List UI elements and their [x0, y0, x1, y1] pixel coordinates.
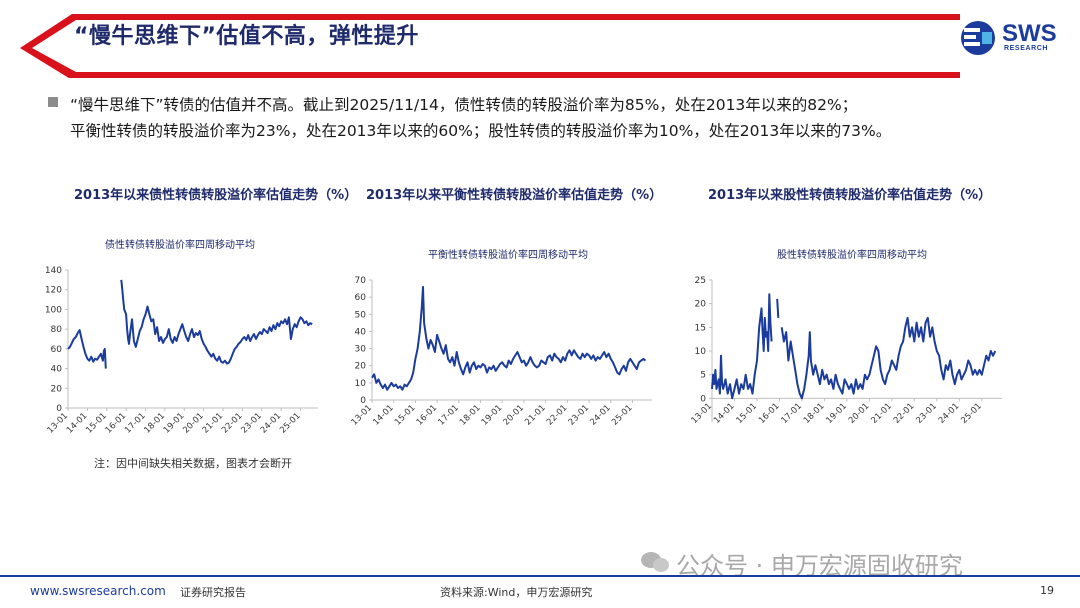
- x-tick-label: 15-01: [84, 411, 109, 436]
- y-tick-label: 0: [56, 404, 62, 414]
- header-white-band: [76, 20, 960, 72]
- y-tick-label: 20: [695, 300, 707, 310]
- x-tick-label: 20-01: [847, 401, 872, 426]
- bullet-square-icon: [48, 97, 58, 107]
- y-tick-label: 40: [51, 365, 63, 375]
- x-tick-label: 23-01: [914, 401, 939, 426]
- x-tick-label: 22-01: [220, 411, 245, 436]
- y-tick-label: 60: [51, 345, 63, 355]
- y-tick-label: 5: [700, 371, 706, 381]
- chart-equity-like: 股性转债转股溢价率四周移动平均 0 5 10 15 20 25 13-0114-0115-01…: [690, 248, 1002, 426]
- y-tick-label: 80: [51, 325, 63, 335]
- x-tick-label: 23-01: [239, 411, 264, 436]
- chart-balanced: 平衡性转债转股溢价率四周移动平均 0 10 20 30 40 50 60 70 13-0114-0…: [350, 248, 652, 428]
- chart-note: 注：因中间缺失相关数据，图表才会断开: [94, 457, 292, 470]
- x-tick-label: 14-01: [65, 411, 90, 436]
- x-tick-label: 13-01: [690, 401, 715, 426]
- x-tick-label: 24-01: [259, 411, 284, 436]
- x-tick-label: 16-01: [104, 411, 129, 436]
- y-tick-label: 20: [51, 384, 63, 394]
- footer-divider: [0, 575, 1080, 577]
- y-tick-label: 120: [45, 286, 62, 296]
- x-tick-label: 14-01: [712, 401, 737, 426]
- x-tick-label: 22-01: [892, 401, 917, 426]
- x-tick-label: 20-01: [502, 403, 527, 428]
- x-tick-label: 21-01: [523, 403, 548, 428]
- y-tick-label: 30: [355, 345, 367, 355]
- x-tick-label: 25-01: [959, 401, 984, 426]
- y-tick-label: 10: [355, 379, 367, 389]
- logo-mark-icon: [961, 21, 995, 55]
- y-tick-label: 0: [700, 394, 706, 404]
- footer-report-type: 证券研究报告: [180, 586, 246, 599]
- x-tick-label: 19-01: [824, 401, 849, 426]
- series-line: [711, 293, 773, 400]
- x-tick-label: 17-01: [436, 403, 461, 428]
- bullet-line-2: 平衡性转债的转股溢价率为23%，处在2013年以来的60%；股性转债的转股溢价率…: [70, 122, 892, 140]
- logo-subtext: RESEARCH: [1004, 45, 1049, 52]
- x-tick-label: 18-01: [802, 401, 827, 426]
- x-tick-label: 25-01: [278, 411, 303, 436]
- x-tick-label: 19-01: [480, 403, 505, 428]
- company-logo: SWS RESEARCH: [958, 18, 1068, 58]
- y-tick-label: 140: [45, 266, 62, 276]
- chart-title-1: 2013年以来债性转债转股溢价率估值走势（%）: [74, 188, 358, 203]
- footer-website-link[interactable]: www.swsresearch.com: [30, 584, 166, 598]
- chart-inner-title: 债性转债转股溢价率四周移动平均: [105, 238, 255, 251]
- chart-bond-like: 债性转债转股溢价率四周移动平均 0 20 40 60 80 100 120 140 13-0114…: [45, 238, 318, 436]
- x-tick-label: 21-01: [201, 411, 226, 436]
- series-line: [120, 279, 313, 365]
- footer-source: 资料来源:Wind，申万宏源研究: [440, 586, 593, 599]
- chart-inner-title: 平衡性转债转股溢价率四周移动平均: [428, 248, 588, 261]
- chart-inner-title: 股性转债转股溢价率四周移动平均: [777, 248, 927, 261]
- y-tick-label: 20: [355, 362, 367, 372]
- y-tick-label: 10: [695, 347, 707, 357]
- bullet-line-1: “慢牛思维下”转债的估值并不高。截止到2025/11/14，债性转债的转股溢价率…: [70, 96, 858, 114]
- page-number: 19: [1040, 584, 1054, 597]
- series-line: [371, 285, 647, 391]
- x-tick-label: 13-01: [350, 403, 375, 428]
- x-tick-label: 16-01: [757, 401, 782, 426]
- y-tick-label: 60: [355, 293, 367, 303]
- x-tick-label: 24-01: [937, 401, 962, 426]
- chart-title-2: 2013年以来平衡性转债转股溢价率估值走势（%）: [366, 188, 663, 203]
- x-tick-label: 13-01: [46, 411, 71, 436]
- y-tick-label: 25: [695, 276, 706, 286]
- series-line: [780, 316, 997, 400]
- x-tick-label: 16-01: [415, 403, 440, 428]
- x-tick-label: 24-01: [588, 403, 613, 428]
- x-tick-label: 18-01: [458, 403, 483, 428]
- y-tick-label: 0: [360, 396, 366, 406]
- x-tick-label: 25-01: [610, 403, 635, 428]
- y-tick-label: 40: [355, 327, 367, 337]
- x-tick-label: 21-01: [869, 401, 894, 426]
- x-tick-label: 14-01: [371, 403, 396, 428]
- series-line: [776, 298, 780, 318]
- header-banner: [20, 14, 960, 78]
- header: “慢牛思维下”估值不高，弹性提升 SWS RESEARCH: [0, 0, 1080, 78]
- wechat-icon: [641, 552, 669, 572]
- y-tick-label: 50: [355, 310, 367, 320]
- y-tick-label: 100: [45, 305, 62, 315]
- y-tick-label: 15: [695, 323, 706, 333]
- x-tick-label: 17-01: [123, 411, 148, 436]
- y-tick-label: 70: [355, 276, 367, 286]
- x-tick-label: 20-01: [181, 411, 206, 436]
- series-line: [67, 329, 107, 369]
- x-tick-label: 23-01: [567, 403, 592, 428]
- x-tick-label: 15-01: [735, 401, 760, 426]
- x-tick-label: 19-01: [162, 411, 187, 436]
- logo-text: SWS: [1002, 20, 1057, 47]
- chart-title-3: 2013年以来股性转债转股溢价率估值走势（%）: [708, 188, 992, 203]
- x-tick-label: 22-01: [545, 403, 570, 428]
- page-title: “慢牛思维下”估值不高，弹性提升: [74, 24, 419, 49]
- x-tick-label: 17-01: [780, 401, 805, 426]
- x-tick-label: 15-01: [393, 403, 418, 428]
- x-tick-label: 18-01: [142, 411, 167, 436]
